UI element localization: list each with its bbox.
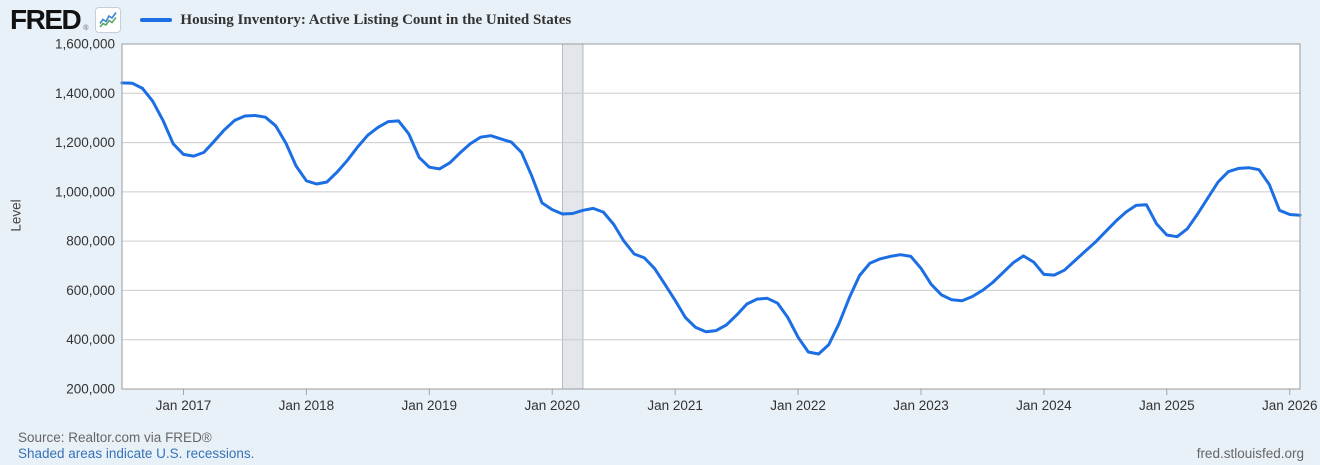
recession-band bbox=[561, 43, 584, 390]
mini-line-chart-icon bbox=[95, 7, 122, 33]
source-text: Source: Realtor.com via FRED® bbox=[18, 430, 212, 445]
series-line bbox=[120, 81, 1302, 356]
x-tick-label: Jan 2019 bbox=[402, 398, 458, 413]
x-tick-label: Jan 2021 bbox=[647, 398, 703, 413]
fred-logo[interactable]: FRED bbox=[10, 4, 82, 35]
y-tick-label: 800,000 bbox=[66, 234, 115, 249]
y-tick-label: 600,000 bbox=[66, 283, 115, 298]
y-tick-label: 1,200,000 bbox=[55, 135, 115, 150]
legend: Housing Inventory: Active Listing Count … bbox=[140, 12, 571, 29]
x-tick-label: Jan 2017 bbox=[156, 398, 212, 413]
x-tick-label: Jan 2025 bbox=[1139, 398, 1195, 413]
legend-series-label: Housing Inventory: Active Listing Count … bbox=[180, 11, 572, 28]
x-tick-label: Jan 2026 bbox=[1262, 398, 1318, 413]
y-tick-label: 1,000,000 bbox=[55, 184, 115, 199]
x-tick-label: Jan 2018 bbox=[279, 398, 335, 413]
recession-note-link[interactable]: Shaded areas indicate U.S. recessions. bbox=[18, 446, 255, 461]
legend-line-swatch bbox=[140, 18, 173, 22]
plot-area bbox=[122, 44, 1300, 389]
x-tick-label: Jan 2022 bbox=[770, 398, 826, 413]
registered-mark: ® bbox=[83, 25, 89, 32]
x-tick-label: Jan 2020 bbox=[524, 398, 580, 413]
x-tick-label: Jan 2023 bbox=[893, 398, 949, 413]
fred-site-link[interactable]: fred.stlouisfed.org bbox=[1196, 446, 1304, 461]
y-tick-label: 1,400,000 bbox=[55, 86, 115, 101]
plot-border bbox=[121, 43, 1301, 390]
header: FRED ® Housing Inventory: Active Listing… bbox=[10, 5, 571, 35]
y-tick-label: 200,000 bbox=[66, 382, 115, 397]
y-tick-label: 400,000 bbox=[66, 332, 115, 347]
x-tick-label: Jan 2024 bbox=[1016, 398, 1072, 413]
y-tick-label: 1,600,000 bbox=[55, 37, 115, 52]
